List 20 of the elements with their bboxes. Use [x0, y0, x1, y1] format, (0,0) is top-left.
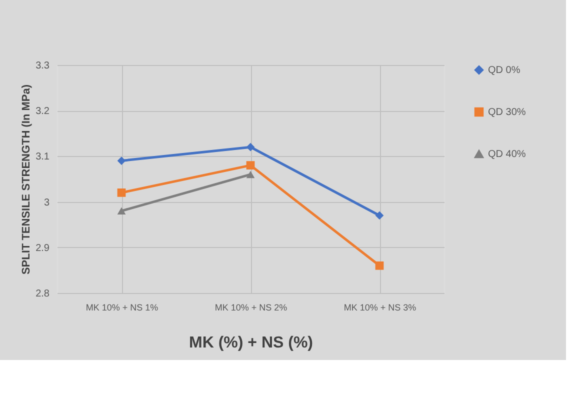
x-tick-label: MK 10% + NS 3%	[344, 302, 416, 312]
point	[117, 156, 126, 165]
legend-label: QD 30%	[488, 107, 526, 118]
y-tick-label: 3.3	[36, 60, 50, 72]
y-axis-title: SPLIT TENSILE STRENGTH (In MPa)	[20, 84, 33, 275]
y-tick-label: 3.1	[36, 152, 50, 163]
y-tick-label: 2.9	[36, 242, 50, 254]
y-tick-label: 3	[44, 197, 50, 208]
point	[246, 142, 255, 152]
x-axis-title: MK (%) + NS (%)	[189, 334, 313, 352]
legend-label: QD 40%	[488, 149, 526, 160]
legend-label: QD 0%	[488, 65, 520, 76]
y-tick-label: 2.8	[36, 288, 50, 300]
x-tick-label: MK 10% + NS 1%	[86, 302, 158, 312]
point	[117, 188, 126, 197]
y-tick-label: 3.2	[36, 106, 50, 118]
x-tick-label: MK 10% + NS 2%	[214, 302, 288, 312]
point	[246, 161, 255, 170]
point	[375, 261, 384, 270]
point	[375, 211, 384, 220]
